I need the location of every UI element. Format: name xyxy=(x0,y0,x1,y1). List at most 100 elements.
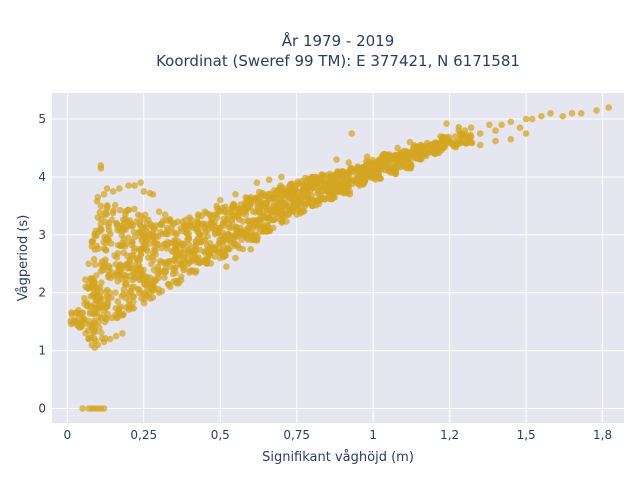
x-tick-label: 0,75 xyxy=(283,428,310,442)
data-point xyxy=(148,286,155,293)
data-point xyxy=(103,185,111,192)
data-point xyxy=(242,203,249,210)
data-point xyxy=(116,206,124,214)
data-point xyxy=(377,161,385,169)
data-point xyxy=(397,156,405,164)
data-point xyxy=(232,191,239,198)
data-point xyxy=(194,219,202,226)
y-tick-label: 3 xyxy=(38,228,46,242)
y-axis-label: Vågperiod (s) xyxy=(16,215,31,302)
data-point xyxy=(129,251,137,259)
data-point xyxy=(423,139,431,147)
data-point xyxy=(443,120,450,127)
data-point xyxy=(476,141,484,149)
data-point xyxy=(257,193,264,201)
data-point xyxy=(437,133,444,140)
data-point xyxy=(232,254,239,262)
data-point xyxy=(522,115,530,123)
x-tick-label: 1,5 xyxy=(517,428,536,442)
data-point xyxy=(210,244,218,252)
data-point xyxy=(96,226,104,233)
data-point xyxy=(232,240,239,247)
y-tick-label: 1 xyxy=(38,344,46,358)
data-point xyxy=(146,240,153,247)
data-point xyxy=(97,162,105,169)
data-point xyxy=(230,203,238,210)
data-point xyxy=(151,239,159,247)
data-point xyxy=(314,188,322,195)
data-point xyxy=(119,330,126,337)
data-point xyxy=(76,324,83,331)
data-point xyxy=(461,127,469,134)
data-point xyxy=(347,165,355,173)
data-point xyxy=(215,208,223,215)
data-point xyxy=(406,138,414,146)
data-point xyxy=(186,269,193,276)
data-point xyxy=(186,214,193,221)
data-point xyxy=(164,280,172,288)
data-point xyxy=(247,193,255,201)
data-point xyxy=(96,209,104,216)
data-point xyxy=(194,211,202,218)
data-point xyxy=(247,234,255,241)
data-point xyxy=(127,288,135,296)
x-tick-labels: 0 0,25 0,5 0,75 1 1,2 1,5 1,8 xyxy=(63,428,612,442)
data-point xyxy=(538,112,545,120)
data-point xyxy=(272,207,279,214)
data-point xyxy=(82,276,89,283)
data-point xyxy=(247,246,255,253)
data-point xyxy=(216,248,224,256)
data-point xyxy=(308,202,316,210)
data-point xyxy=(85,335,92,343)
data-point xyxy=(393,152,401,159)
data-point xyxy=(407,159,414,167)
data-point xyxy=(528,115,536,123)
data-point xyxy=(93,308,101,316)
data-point xyxy=(288,189,295,197)
x-tick-label: 0,25 xyxy=(130,428,157,442)
data-point xyxy=(278,217,285,224)
data-point xyxy=(203,242,211,249)
data-point xyxy=(464,139,472,146)
data-point xyxy=(223,263,230,271)
data-point xyxy=(103,293,110,301)
data-point xyxy=(88,243,96,250)
data-point xyxy=(265,176,273,184)
data-point xyxy=(255,216,263,224)
data-point xyxy=(94,286,101,294)
data-point xyxy=(103,299,111,306)
data-point xyxy=(102,304,109,312)
data-point xyxy=(73,309,81,317)
data-point xyxy=(230,213,238,220)
data-point xyxy=(320,179,328,186)
data-point xyxy=(293,199,301,207)
data-point xyxy=(235,216,243,223)
data-point xyxy=(348,130,356,137)
data-point xyxy=(136,266,144,274)
data-point xyxy=(455,123,463,131)
data-point xyxy=(122,294,130,302)
data-point xyxy=(263,206,271,213)
data-point xyxy=(150,276,158,283)
data-point xyxy=(522,130,530,137)
data-point xyxy=(114,298,122,305)
data-point xyxy=(559,112,567,120)
data-point xyxy=(117,275,125,283)
data-point xyxy=(404,164,411,172)
data-point xyxy=(137,247,144,254)
data-point xyxy=(181,265,188,272)
data-point xyxy=(102,288,110,296)
data-point xyxy=(155,208,163,215)
data-point xyxy=(91,261,99,268)
data-point xyxy=(112,332,120,340)
data-point xyxy=(84,302,92,309)
data-point xyxy=(161,211,169,218)
data-point xyxy=(385,156,392,163)
data-point xyxy=(152,251,159,258)
data-point xyxy=(292,182,300,190)
data-point xyxy=(93,242,100,250)
chart-title-line2: Koordinat (Sweref 99 TM): E 377421, N 61… xyxy=(156,52,520,70)
data-point xyxy=(400,147,408,155)
data-point xyxy=(219,220,227,227)
